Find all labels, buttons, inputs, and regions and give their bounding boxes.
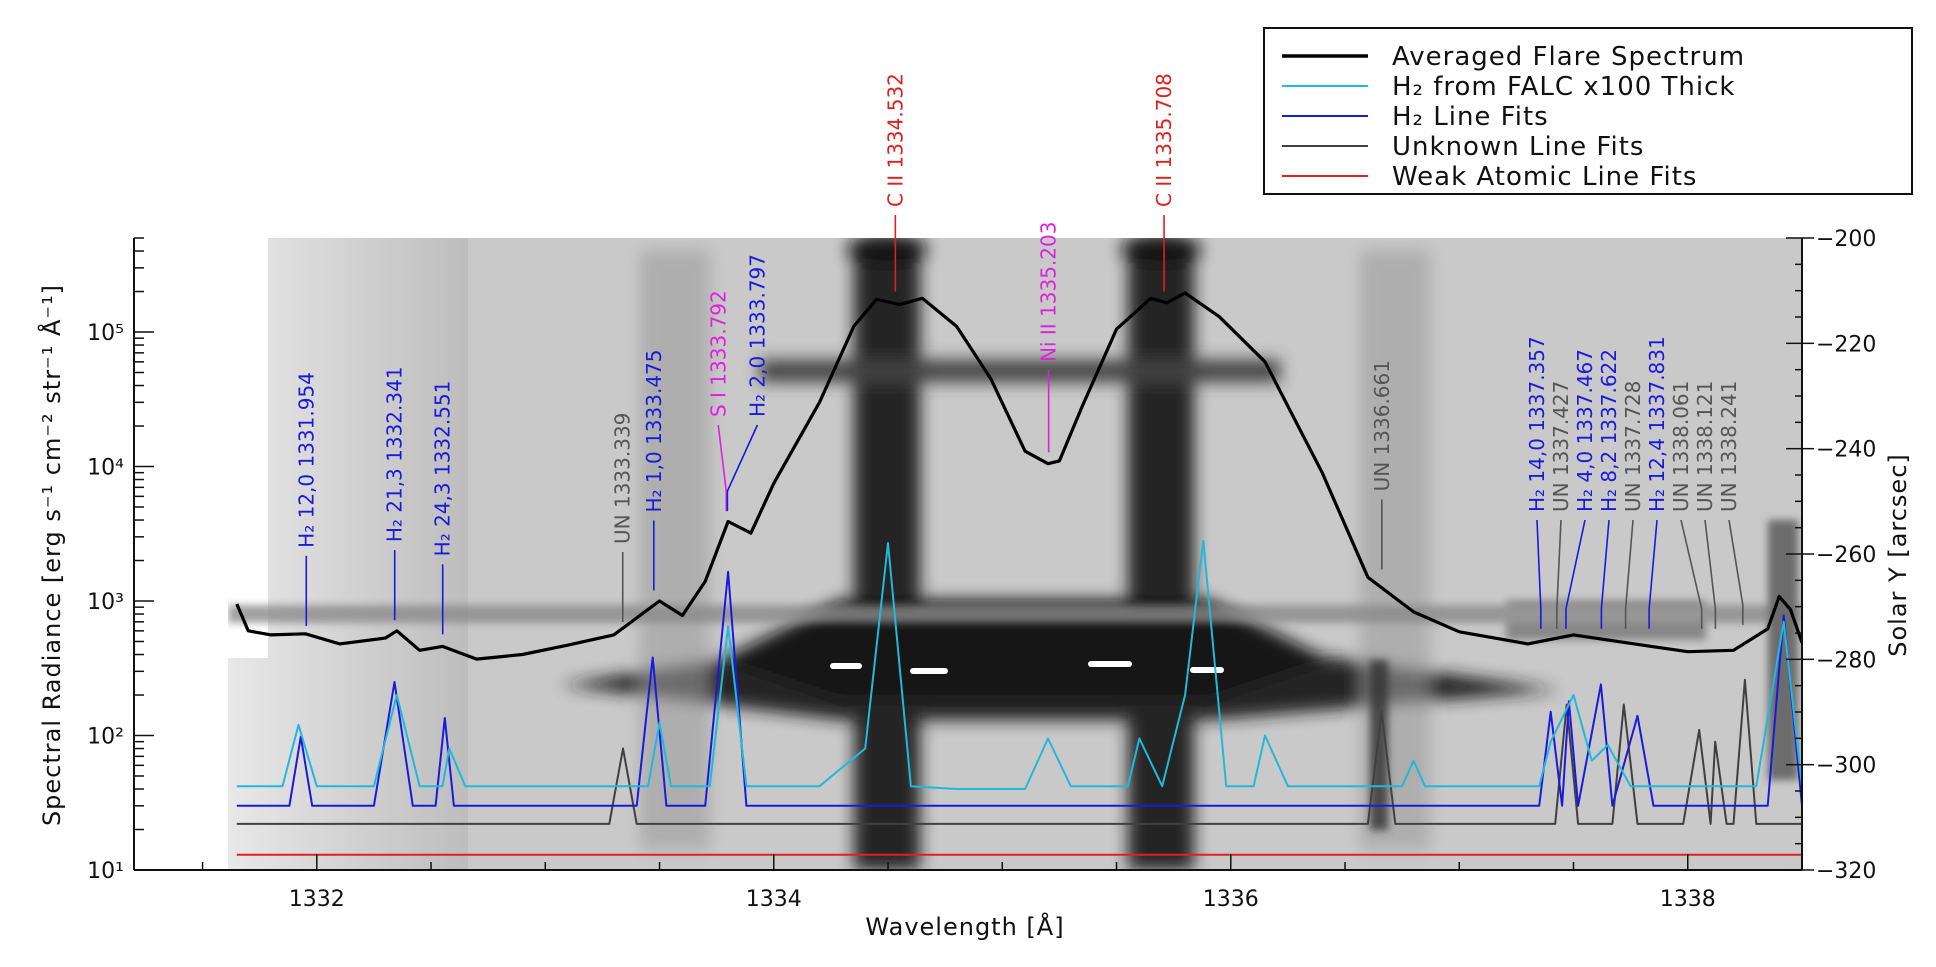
annotation-leader <box>1680 519 1703 629</box>
y2-tick-label: −260 <box>1816 543 1876 568</box>
annotation-leader <box>1648 519 1658 629</box>
legend-label: Weak Atomic Line Fits <box>1392 162 1697 192</box>
annotation-label: H₂ 21,3 1332.341 <box>383 366 407 542</box>
annotation-leader <box>717 424 728 512</box>
annotation-label: UN 1336.661 <box>1370 360 1394 491</box>
x-axis-title: Wavelength [Å] <box>865 912 1064 941</box>
y2-tick-label: −300 <box>1816 754 1876 779</box>
annotation-label: H₂ 4,0 1337.467 <box>1573 349 1597 512</box>
annotation-label: C II 1334.532 <box>883 73 907 207</box>
series-layer <box>235 291 1802 856</box>
spectrogram-background <box>228 238 1802 870</box>
annotation-label: UN 1337.728 <box>1621 381 1645 512</box>
axes: 1332 1334 1336 1338 10¹ 10² 10³ 10⁴ 10⁵ −200 −220 −… <box>87 227 1876 912</box>
legend-label: Averaged Flare Spectrum <box>1392 42 1745 72</box>
annotation-leader <box>1600 519 1610 629</box>
legend-label: H₂ from FALC x100 Thick <box>1392 72 1735 102</box>
x-tick-label: 1338 <box>1660 887 1716 912</box>
annotation-leader <box>1556 519 1562 629</box>
y2-tick-label: −320 <box>1816 859 1876 884</box>
y2-tick-label: −200 <box>1816 227 1876 252</box>
annotation-leader <box>1565 519 1586 629</box>
annotation-label: S I 1333.792 <box>706 290 730 417</box>
annotation-leader <box>1536 519 1542 629</box>
y-tick-label: 10⁴ <box>87 456 124 481</box>
annotation-leader <box>726 424 759 512</box>
annotation-label: H₂ 12,4 1337.831 <box>1645 336 1669 512</box>
annotation-label: UN 1338.061 <box>1669 381 1693 512</box>
annotation-leader <box>1728 519 1744 625</box>
annotation-label: UN 1338.121 <box>1693 381 1717 512</box>
annotation-label: H₂ 8,2 1337.622 <box>1597 349 1621 512</box>
y2-tick-label: −240 <box>1816 438 1876 463</box>
x-tick-label: 1334 <box>746 887 802 912</box>
y-axis-title: Spectral Radiance [erg s⁻¹ cm⁻² str⁻¹ Å⁻… <box>37 284 66 826</box>
annotation-leader <box>1624 519 1634 629</box>
x-tick-label: 1336 <box>1203 887 1259 912</box>
annotation-label: UN 1333.339 <box>611 413 635 544</box>
y-tick-label: 10⁵ <box>87 321 124 346</box>
line-annotations: H₂ 12,0 1331.954 H₂ 21,3 1332.341 H₂ 24,3 … <box>294 73 1744 635</box>
y-tick-label: 10² <box>87 725 124 750</box>
series-line-0 <box>235 291 1802 661</box>
annotation-leader <box>1704 519 1717 629</box>
series-line-1 <box>236 539 1802 790</box>
y-tick-label: 10¹ <box>87 859 124 884</box>
annotation-label: C II 1335.708 <box>1152 73 1176 207</box>
annotation-label: H₂ 24,3 1332.551 <box>431 381 455 557</box>
annotation-label: UN 1337.427 <box>1549 381 1573 512</box>
y2-tick-label: −220 <box>1816 332 1876 357</box>
y-tick-label: 10³ <box>87 590 124 615</box>
y2-axis-title: Solar Y [arcsec] <box>1884 453 1912 657</box>
annotation-label: Ni II 1335.203 <box>1037 222 1061 362</box>
annotation-label: H₂ 12,0 1331.954 <box>294 372 318 548</box>
annotation-label: H₂ 1,0 1333.475 <box>642 349 666 512</box>
legend-box <box>1263 27 1913 195</box>
annotation-label: H₂ 14,0 1337.357 <box>1525 336 1549 512</box>
annotation-label: H₂ 2,0 1333.797 <box>745 254 769 417</box>
y2-tick-label: −280 <box>1816 648 1876 673</box>
legend-label: Unknown Line Fits <box>1392 132 1644 162</box>
annotation-label: UN 1338.241 <box>1717 381 1741 512</box>
legend-label: H₂ Line Fits <box>1392 102 1549 132</box>
x-tick-label: 1332 <box>289 887 345 912</box>
